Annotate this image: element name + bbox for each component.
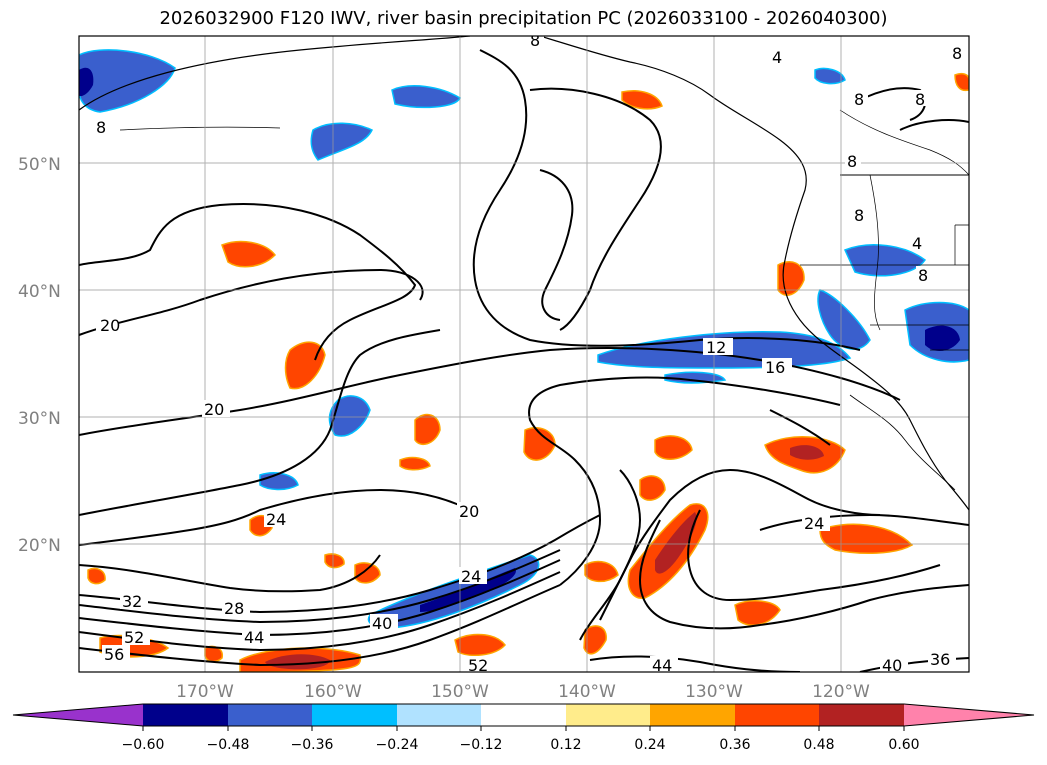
precip-area [790, 445, 824, 460]
colorbar-tick-label: 0.60 [888, 737, 919, 753]
contour-label: 4 [772, 48, 782, 67]
contour-label: 40 [882, 656, 902, 675]
precip-area [399, 456, 431, 471]
precip-area [639, 475, 666, 501]
colorbar-extend-high [904, 704, 1034, 726]
lon-label: 120°W [812, 682, 870, 702]
map-frame [78, 35, 970, 673]
lon-label: 130°W [685, 682, 743, 702]
contour-label: 24 [266, 510, 286, 529]
contour-label: 8 [918, 266, 928, 285]
colorbar-tick-label: −0.12 [460, 737, 503, 753]
contour-label: 44 [652, 656, 672, 675]
colorbar-segment [397, 704, 481, 726]
latitude-labels: 50°N 40°N 30°N 20°N [18, 155, 61, 556]
precip-area [328, 395, 371, 437]
negative-precip-areas [79, 49, 969, 629]
contour-label: 12 [706, 338, 726, 357]
contour-label: 8 [915, 90, 925, 109]
contour-label: 4 [912, 234, 922, 253]
colorbar-segment [228, 704, 312, 726]
colorbar-segment [650, 704, 735, 726]
contour-label: 8 [847, 152, 857, 171]
lon-label: 140°W [558, 682, 616, 702]
precip-area [454, 633, 506, 657]
contour-label: 16 [765, 358, 785, 377]
precip-area [324, 553, 345, 569]
precip-area [87, 567, 106, 585]
precip-area [819, 523, 914, 555]
contour-label: 24 [804, 514, 824, 533]
precip-area [843, 244, 927, 277]
contour-label: 36 [930, 650, 950, 669]
lon-label: 160°W [304, 682, 362, 702]
precip-area [814, 67, 846, 85]
map-title: 2026032900 F120 IWV, river basin precipi… [159, 8, 888, 29]
contour-label: 8 [530, 31, 540, 50]
positive-precip-areas [87, 72, 969, 672]
colorbar-segment [143, 704, 228, 726]
precip-area [734, 600, 781, 626]
longitude-labels: 170°W 160°W 150°W 140°W 130°W 120°W [176, 682, 870, 702]
colorbar-segment [566, 704, 650, 726]
lon-label: 150°W [431, 682, 489, 702]
contour-label: 28 [224, 599, 244, 618]
contour-label: 20 [459, 502, 479, 521]
precip-area [79, 67, 94, 97]
precip-area [584, 560, 619, 583]
lon-label: 170°W [176, 682, 234, 702]
lat-label: 30°N [18, 409, 61, 429]
colorbar-segment [481, 704, 566, 726]
precip-area [221, 240, 276, 268]
precip-area [664, 371, 727, 384]
precip-area [925, 325, 960, 352]
contour-label: 8 [854, 206, 864, 225]
precip-area [414, 413, 441, 446]
contour-labels: 8 4 8 8 8 8 20 12 16 20 24 [94, 31, 966, 675]
precip-area [79, 49, 176, 113]
colorbar-extend-low [13, 704, 143, 726]
contour-label: 52 [468, 656, 488, 675]
colorbar-segment [735, 704, 819, 726]
colorbar-tick-label: 0.24 [634, 737, 665, 753]
contour-label: 56 [104, 645, 124, 664]
lat-label: 40°N [18, 282, 61, 302]
lat-label: 20°N [18, 536, 61, 556]
precip-area [354, 562, 381, 584]
contour-label: 40 [372, 614, 392, 633]
contour-label: 8 [952, 44, 962, 63]
colorbar-tick-label: −0.24 [376, 737, 419, 753]
contour-label: 8 [96, 118, 106, 137]
colorbar-tick-label: −0.36 [291, 737, 334, 753]
colorbar-tick-label: −0.60 [122, 737, 165, 753]
colorbar-tick-label: −0.48 [207, 737, 250, 753]
precip-area [654, 435, 693, 460]
contour-label: 44 [244, 628, 264, 647]
contour-label: 20 [100, 316, 120, 335]
coastlines [79, 36, 969, 511]
contour-label: 8 [854, 90, 864, 109]
colorbar-segment [312, 704, 397, 726]
precip-area [310, 122, 373, 161]
contour-label: 32 [122, 592, 142, 611]
iwv-contours [79, 49, 969, 672]
colorbar-tick-label: 0.48 [803, 737, 834, 753]
precip-area [621, 90, 663, 110]
colorbar: −0.60 −0.48 −0.36 −0.24 −0.12 0.12 0.24 … [12, 703, 1035, 753]
precip-area [284, 341, 326, 390]
colorbar-tick-label: 0.12 [550, 737, 581, 753]
precip-area [954, 72, 969, 92]
colorbar-tick-label: 0.36 [719, 737, 750, 753]
contour-label: 52 [124, 628, 144, 647]
precip-area [655, 512, 697, 574]
contour-label: 24 [461, 567, 481, 586]
contour-label: 20 [204, 400, 224, 419]
colorbar-segment [819, 704, 904, 726]
lat-label: 50°N [18, 155, 61, 175]
